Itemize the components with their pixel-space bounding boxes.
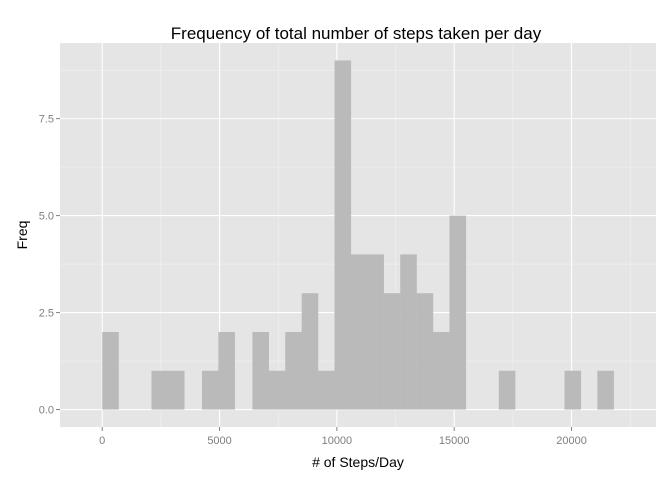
y-axis-ticks: 0.0 2.5 5.0 7.5 <box>39 114 60 417</box>
histogram-bars <box>102 60 614 410</box>
histogram-bar <box>597 370 614 410</box>
x-axis-ticks: 0 5000 10000 15000 20000 <box>99 427 587 447</box>
histogram-bar <box>201 370 219 410</box>
histogram-bar <box>151 370 169 410</box>
histogram-bar <box>334 60 352 410</box>
histogram-bar <box>367 254 384 410</box>
histogram-bar <box>268 370 286 410</box>
histogram-bar <box>449 215 467 410</box>
histogram-bar <box>167 370 185 410</box>
x-tick-label: 20000 <box>556 435 587 447</box>
histogram-bar <box>400 254 417 410</box>
histogram-bar <box>498 370 516 410</box>
x-tick-label: 5000 <box>207 435 231 447</box>
y-tick-label: 0.0 <box>39 405 54 417</box>
histogram-bar <box>252 331 269 410</box>
histogram-bar <box>218 331 235 410</box>
histogram-bar <box>433 331 450 410</box>
histogram-bar <box>564 370 582 410</box>
histogram-bar <box>416 293 434 410</box>
y-tick-label: 7.5 <box>39 114 54 126</box>
histogram-bar <box>285 331 302 410</box>
y-tick-label: 2.5 <box>39 308 54 320</box>
x-tick-label: 0 <box>99 435 105 447</box>
x-tick-label: 15000 <box>439 435 470 447</box>
y-axis-title: Freq <box>14 221 30 250</box>
histogram-bar <box>102 331 119 410</box>
y-tick-label: 5.0 <box>39 211 54 223</box>
x-axis-title: # of Steps/Day <box>312 454 404 470</box>
histogram-bar <box>350 254 368 410</box>
histogram-bar <box>383 293 401 410</box>
histogram-bar <box>301 293 319 410</box>
chart-title: Frequency of total number of steps taken… <box>171 24 542 43</box>
histogram-bar <box>318 370 335 410</box>
x-tick-label: 10000 <box>322 435 353 447</box>
